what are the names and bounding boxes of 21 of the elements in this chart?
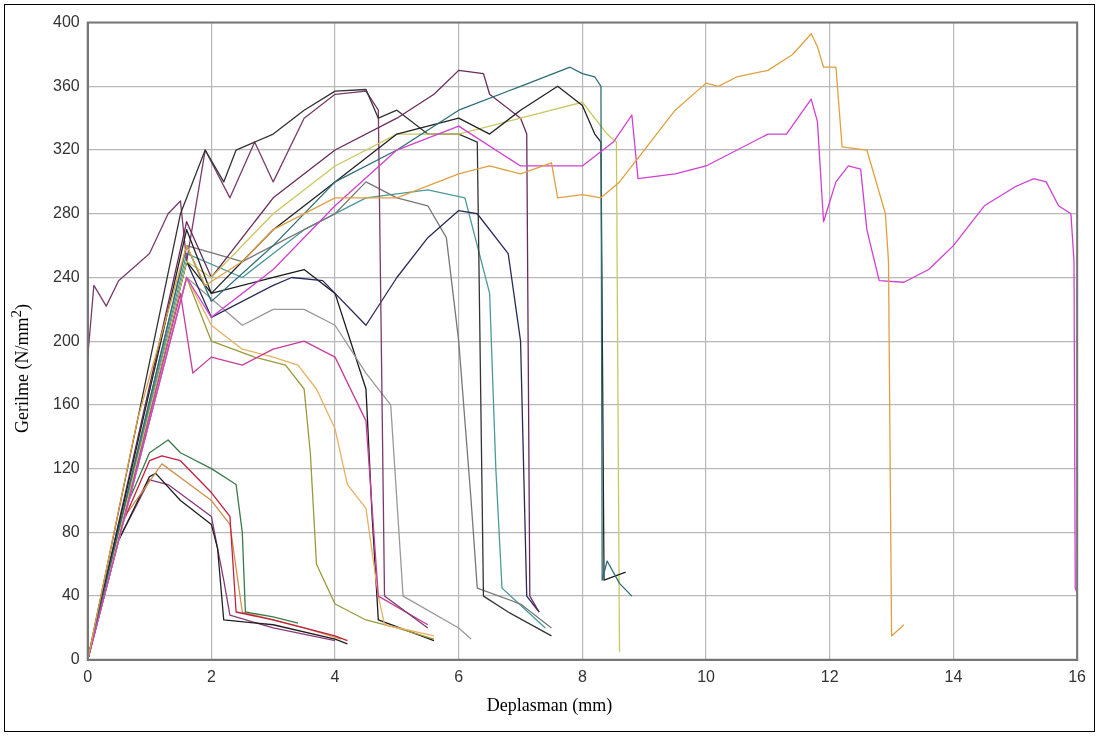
y-tick-label: 360 xyxy=(52,76,80,94)
x-tick-label: 16 xyxy=(1068,667,1087,685)
y-tick-label: 40 xyxy=(61,586,80,604)
x-tick-label: 4 xyxy=(330,667,340,685)
x-tick-label: 0 xyxy=(83,667,93,685)
y-tick-label: 80 xyxy=(61,522,80,540)
x-tick-label: 8 xyxy=(577,667,587,685)
x-axis-title: Deplasman (mm) xyxy=(485,695,614,716)
x-tick-label: 14 xyxy=(944,667,963,685)
y-tick-label: 240 xyxy=(52,267,80,285)
x-tick-label: 12 xyxy=(820,667,839,685)
y-tick-label: 200 xyxy=(52,331,80,349)
y-tick-label: 160 xyxy=(52,395,80,413)
y-tick-label: 0 xyxy=(70,650,80,668)
y-tick-label: 120 xyxy=(52,459,80,477)
y-tick-label: 400 xyxy=(52,13,80,31)
x-tick-label: 6 xyxy=(454,667,464,685)
y-tick-label: 280 xyxy=(52,204,80,222)
y-tick-label: 320 xyxy=(52,140,80,158)
x-tick-label: 10 xyxy=(697,667,716,685)
x-tick-label: 2 xyxy=(206,667,216,685)
